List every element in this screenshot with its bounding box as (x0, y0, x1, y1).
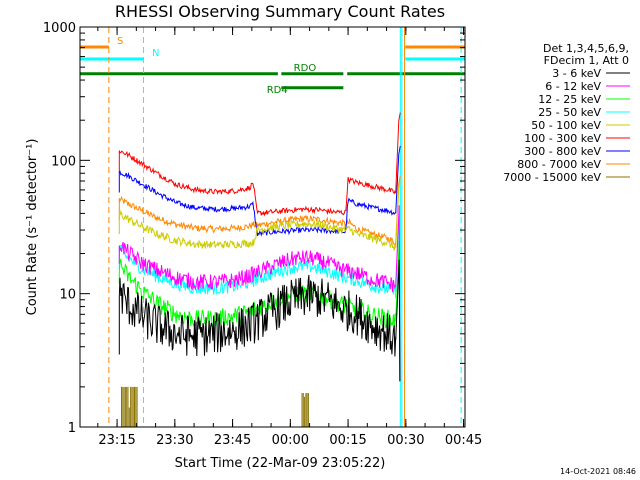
y-tick-label-0: 1 (68, 421, 76, 436)
x-tick-label-3: 00:00 (272, 433, 309, 448)
x-tick-label-4: 00:15 (329, 433, 366, 448)
y-tick-label-1: 10 (59, 288, 76, 303)
legend-label-5: 100 - 300 keV (524, 132, 601, 145)
flag-label-4: RDO (294, 63, 317, 74)
series-line-7 (118, 195, 397, 247)
legend-label-7: 800 - 7000 keV (517, 158, 601, 171)
plot-frame (79, 26, 466, 428)
legend-label-6: 300 - 800 keV (524, 145, 601, 158)
legend-header-0: Det 1,3,4,5,6,9, (543, 42, 629, 55)
legend-label-3: 25 - 50 keV (538, 106, 601, 119)
x-axis-label: Start Time (22-Mar-09 23:05:22) (175, 456, 386, 471)
event-markers (108, 27, 462, 427)
series-line-4 (118, 209, 397, 251)
flag-label-1: N (152, 48, 159, 59)
series-spike-4 (395, 180, 401, 249)
legend-header-1: FDecim 1, Att 0 (544, 54, 629, 67)
y-tick-label-2: 100 (51, 154, 76, 169)
series-line-1 (118, 241, 397, 293)
x-axis: 23:15 23:30 23:45 00:00 00:15 00:30 00:45 (97, 27, 482, 448)
y-tick-label-3: 1000 (43, 21, 76, 36)
x-tick-label-2: 23:45 (214, 433, 251, 448)
series-lines (118, 112, 401, 428)
legend-label-2: 12 - 25 keV (538, 93, 601, 106)
x-tick-label-6: 00:45 (445, 433, 482, 448)
x-tick-label-5: 00:30 (387, 433, 424, 448)
series-line-6 (118, 170, 397, 237)
legend-label-8: 7000 - 15000 keV (503, 171, 601, 184)
series-spike-6 (395, 145, 401, 214)
instrument-flags: SNSNRDORD4 (80, 36, 465, 96)
flag-label-5: RD4 (267, 85, 288, 96)
legend-label-1: 6 - 12 keV (545, 80, 601, 93)
y-axis: 1 10 100 1000 (43, 21, 465, 436)
series-line-0 (118, 274, 397, 357)
legend: Det 1,3,4,5,6,9,FDecim 1, Att 03 - 6 keV… (503, 42, 630, 184)
series-spike-0 (395, 259, 401, 382)
flag-label-0: S (117, 36, 123, 47)
series-line-5 (118, 150, 397, 217)
footer-timestamp: 14-Oct-2021 08:46 (560, 467, 636, 476)
series-line-3 (118, 244, 397, 299)
legend-label-4: 50 - 100 keV (531, 119, 601, 132)
y-axis-label: Count Rate (s⁻¹ detector⁻¹) (25, 139, 40, 316)
legend-label-0: 3 - 6 keV (552, 67, 601, 80)
series-spike-5 (395, 112, 401, 193)
x-tick-label-1: 23:30 (156, 433, 193, 448)
x-tick-label-0: 23:15 (98, 433, 135, 448)
chart-title: RHESSI Observing Summary Count Rates (115, 2, 445, 21)
